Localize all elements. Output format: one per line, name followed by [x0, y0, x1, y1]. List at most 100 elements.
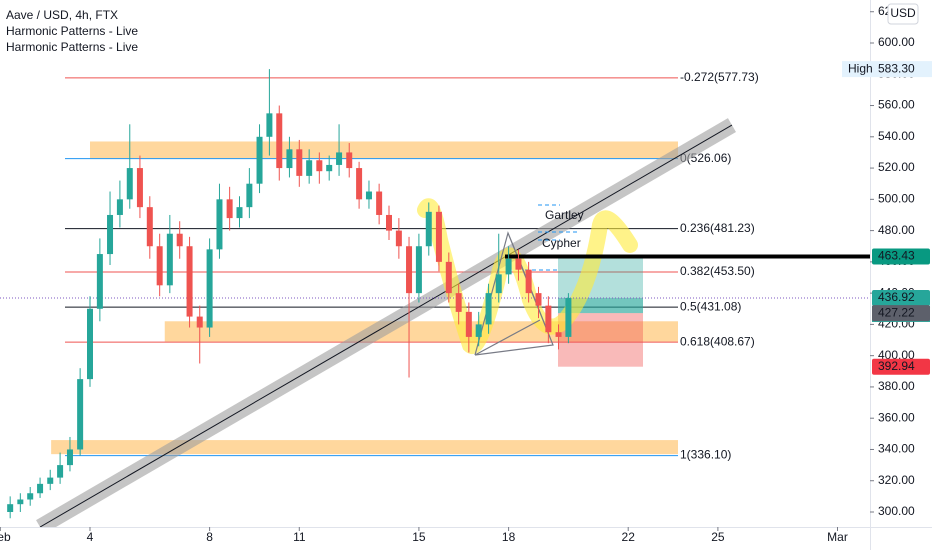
candle-body: [256, 136, 263, 184]
candle-body: [406, 246, 413, 294]
candle-body: [475, 324, 482, 337]
candle-body: [96, 254, 103, 309]
candle-body: [107, 214, 114, 255]
x-tick-label: 22: [622, 530, 636, 544]
candle-body: [495, 274, 502, 294]
candle-body: [77, 379, 84, 450]
x-tick-label: 8: [206, 530, 213, 544]
y-tick-label: 540.00: [878, 129, 915, 143]
y-tick-label: 300.00: [878, 504, 915, 518]
zone: [51, 440, 678, 455]
y-tick-label: 520.00: [878, 160, 915, 174]
pattern-dashes: [525, 204, 580, 271]
candle-body: [176, 233, 183, 247]
candle-body: [515, 258, 522, 270]
candle-body: [136, 168, 143, 208]
candle-body: [455, 293, 462, 312]
candle-body: [186, 246, 193, 317]
candle-body: [545, 305, 552, 333]
price-label: 427.22: [878, 305, 915, 319]
y-tick-label: 400.00: [878, 348, 915, 362]
candle-body: [415, 246, 422, 294]
candle-body: [565, 297, 572, 337]
candle-body: [555, 332, 562, 337]
candle-body: [196, 316, 203, 328]
x-tick-label: Mar: [827, 530, 848, 544]
candle-body: [166, 233, 173, 286]
price-label: 436.92: [878, 290, 915, 304]
candle-body: [7, 504, 14, 512]
indicator-label: Harmonic Patterns - Live: [6, 40, 138, 54]
fib-label: 1(336.10): [680, 448, 731, 462]
price-label-box: [872, 358, 930, 375]
candle-body: [435, 211, 442, 262]
candle-body: [296, 149, 303, 176]
candle-body: [286, 149, 293, 169]
fib-label: 0.618(408.67): [680, 334, 755, 348]
x-tick-label: 11: [293, 530, 306, 544]
candle-body: [535, 293, 542, 306]
candle-body: [146, 207, 153, 247]
x-tick-label: 18: [502, 530, 516, 544]
candle-body: [57, 465, 64, 478]
candle-body: [216, 199, 223, 250]
price-label-box: [872, 248, 930, 265]
chart-title: Aave / USD, 4h, FTX: [6, 8, 118, 22]
price-label-box: [872, 289, 930, 306]
trendline: [39, 124, 733, 527]
x-tick-label: 25: [711, 530, 725, 544]
candle-body: [206, 249, 213, 328]
currency: USD: [890, 6, 916, 20]
candle-body: [425, 211, 432, 247]
plot-area: -0.272(577.73)0(526.06)0.236(481.23)0.38…: [0, 69, 870, 527]
y-tick-label: 560.00: [878, 98, 915, 112]
x-tick-label: Feb: [0, 530, 11, 544]
candle-body: [266, 113, 273, 137]
candle-body: [346, 152, 353, 169]
candle-body: [525, 269, 532, 294]
high-label: High: [848, 61, 873, 75]
candle-body: [465, 311, 472, 337]
indicator-label: Harmonic Patterns - Live: [6, 24, 138, 38]
candle-body: [336, 152, 343, 165]
candle-body: [316, 160, 323, 172]
fib-label: -0.272(577.73): [680, 70, 759, 84]
candle-body: [27, 493, 34, 500]
zone: [90, 141, 678, 159]
candle-body: [276, 113, 283, 169]
candle-body: [505, 258, 512, 275]
candle-body: [386, 214, 392, 231]
pattern-label: Gartley: [545, 208, 584, 222]
y-tick-label: 360.00: [878, 410, 915, 424]
candle-body: [37, 483, 44, 494]
y-tick-label: 320.00: [878, 473, 915, 487]
price-label: 463.43: [878, 249, 915, 263]
candle-body: [156, 246, 163, 286]
fib-label: 0.236(481.23): [680, 221, 755, 235]
x-tick-label: 15: [412, 530, 426, 544]
candle-body: [236, 207, 243, 219]
pattern-label: Cypher: [542, 236, 581, 250]
candle-body: [485, 293, 492, 325]
y-tick-label: 340.00: [878, 442, 915, 456]
price-label-box: [872, 305, 930, 322]
candle-body: [66, 449, 73, 466]
candle-body: [326, 164, 333, 172]
fib-label: 0.5(431.08): [680, 299, 741, 313]
candle-body: [226, 199, 233, 219]
candle-body: [87, 308, 93, 380]
candle-body: [395, 230, 402, 247]
high-value: 583.30: [878, 61, 915, 75]
candle-body: [246, 183, 253, 208]
candle-body: [445, 261, 452, 294]
x-tick-label: 4: [87, 530, 94, 544]
y-tick-label: 380.00: [878, 379, 915, 393]
candle-body: [47, 477, 54, 484]
candle-body: [365, 191, 372, 200]
candle-body: [356, 168, 363, 200]
fib-label: 0.382(453.50): [680, 264, 755, 278]
candle-body: [376, 191, 383, 215]
y-tick-label: 500.00: [878, 192, 915, 206]
y-tick-label: 480.00: [878, 223, 915, 237]
